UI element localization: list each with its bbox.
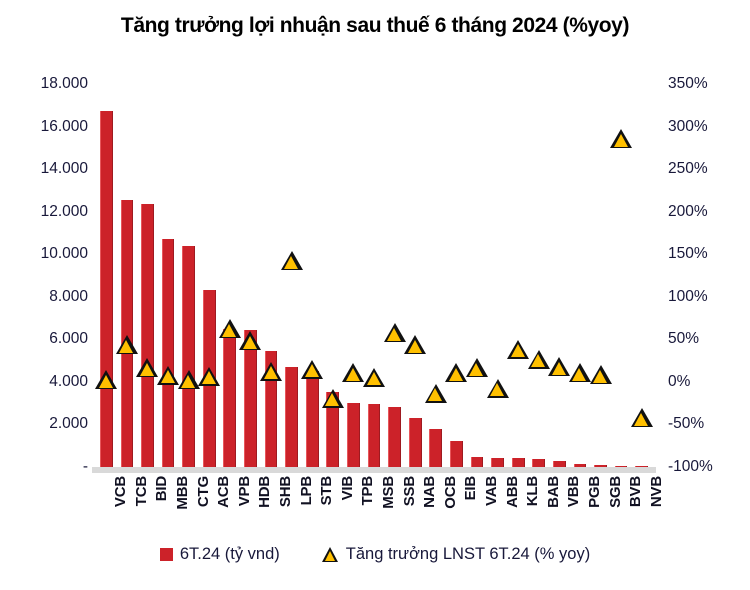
- bar-sgb: [594, 465, 607, 467]
- category-label-nvb: NVB: [647, 476, 665, 508]
- legend-item-growth: Tăng trưởng LNST 6T.24 (% yoy): [321, 545, 591, 564]
- bar-bab: [532, 458, 546, 467]
- right-axis-tick: 0%: [668, 372, 691, 390]
- category-label-bid: BID: [153, 476, 171, 502]
- left-axis-tick: 14.000: [40, 160, 88, 178]
- chart-legend: 6T.24 (tỷ vnd) Tăng trưởng LNST 6T.24 (%…: [0, 545, 750, 564]
- bar-vpb: [223, 328, 237, 467]
- bar-klb: [511, 457, 525, 467]
- triangle-marker-icon: [321, 547, 339, 562]
- legend-item-profit: 6T.24 (tỷ vnd): [159, 545, 280, 564]
- chart-title: Tăng trưởng lợi nhuận sau thuế 6 tháng 2…: [120, 14, 630, 37]
- bar-vcb: [99, 111, 113, 467]
- bar-bvb: [614, 465, 628, 467]
- category-label-bvb: BVB: [627, 476, 645, 508]
- category-label-msb: MSB: [380, 476, 397, 509]
- category-label-abb: ABB: [503, 476, 521, 508]
- category-label-vpb: VPB: [235, 476, 253, 507]
- category-label-mbb: MBB: [174, 476, 192, 510]
- legend-label-growth: Tăng trưởng LNST 6T.24 (% yoy): [345, 545, 591, 563]
- legend-label-profit: 6T.24 (tỷ vnd): [179, 545, 280, 563]
- bar-nvb: [635, 466, 649, 467]
- category-label-pgb: PGB: [585, 476, 603, 508]
- bar-msb: [367, 403, 381, 467]
- right-axis-tick: -100%: [668, 458, 713, 475]
- left-axis-tick: 4.000: [49, 372, 88, 390]
- category-label-shb: SHB: [277, 476, 295, 508]
- category-label-vab: VAB: [482, 476, 500, 506]
- right-axis-tick: 50%: [668, 330, 700, 348]
- category-label-vbb: VBB: [565, 476, 583, 508]
- right-axis-tick: 350%: [668, 75, 708, 92]
- category-label-sgb: SGB: [606, 476, 624, 508]
- bar-tpb: [347, 402, 360, 467]
- left-axis-tick: 2.000: [49, 415, 88, 433]
- bar-nab: [408, 418, 422, 467]
- bar-vbb: [552, 461, 566, 467]
- category-label-klb: KLB: [524, 476, 542, 507]
- bar-mbb: [161, 238, 175, 467]
- category-label-ssb: SSB: [400, 476, 418, 507]
- right-axis-tick: 300%: [668, 117, 708, 135]
- left-axis-tick: 6.000: [49, 330, 88, 348]
- category-label-tcb: TCB: [132, 476, 150, 507]
- plot-area: [95, 84, 653, 467]
- right-axis-tick: -50%: [668, 415, 705, 433]
- bar-ssb: [388, 407, 401, 467]
- bar-lpb: [285, 366, 298, 467]
- left-axis-tick: 18.000: [40, 75, 88, 92]
- category-label-vcb: VCB: [112, 476, 130, 508]
- right-axis-tick: 150%: [668, 245, 708, 263]
- right-axis-tick: 250%: [668, 160, 708, 178]
- right-axis-tick: 200%: [668, 202, 708, 220]
- category-axis-line: [92, 467, 656, 473]
- bar-ocb: [429, 428, 443, 467]
- bar-stb: [305, 371, 319, 467]
- bar-bid: [141, 203, 154, 467]
- left-axis-tick: 10.000: [40, 245, 88, 263]
- bar-vab: [470, 457, 484, 467]
- left-axis-tick: 8.000: [49, 287, 88, 305]
- square-marker-icon: [159, 548, 173, 561]
- category-label-eib: EIB: [462, 476, 480, 501]
- bar-tcb: [120, 200, 134, 467]
- category-label-lpb: LPB: [297, 476, 315, 506]
- right-axis-tick: 100%: [668, 287, 708, 305]
- category-label-hdb: HDB: [256, 476, 274, 508]
- bar-hdb: [244, 329, 257, 467]
- bar-eib: [449, 441, 463, 467]
- bar-abb: [491, 457, 504, 467]
- category-label-bab: BAB: [544, 476, 562, 508]
- left-axis-tick: -: [82, 458, 88, 475]
- left-axis-tick: 16.000: [40, 117, 88, 135]
- bar-ctg: [182, 246, 196, 467]
- left-axis-tick: 12.000: [40, 202, 88, 220]
- category-label-ocb: OCB: [441, 476, 459, 509]
- category-label-vib: VIB: [338, 476, 356, 501]
- category-label-acb: ACB: [215, 476, 233, 508]
- bar-vib: [326, 391, 340, 467]
- category-label-ctg: CTG: [194, 476, 212, 508]
- category-label-tpb: TPB: [359, 476, 377, 506]
- bar-pgb: [573, 464, 587, 467]
- category-label-stb: STB: [318, 476, 336, 506]
- category-label-nab: NAB: [421, 476, 439, 508]
